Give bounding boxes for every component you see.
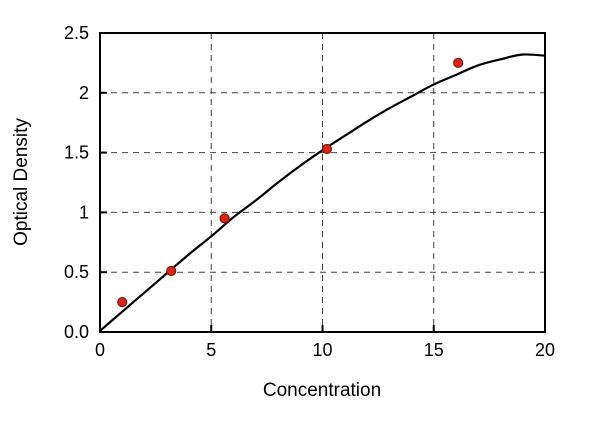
y-axis-title: Optical Density	[11, 118, 32, 246]
x-axis-title: Concentration	[263, 380, 381, 401]
data-points	[117, 57, 464, 308]
x-tick-label: 0	[95, 340, 105, 360]
x-tick-label: 15	[424, 340, 444, 360]
y-tick-label: 0.0	[64, 322, 89, 342]
data-point	[219, 213, 230, 224]
axis-ticks	[99, 32, 546, 333]
x-tick-label: 10	[312, 340, 332, 360]
x-tick-label: 5	[206, 340, 216, 360]
data-point	[453, 57, 464, 69]
data-point	[117, 297, 128, 308]
y-tick-label: 2.5	[64, 23, 89, 43]
y-tick-label: 0.5	[64, 262, 89, 282]
y-tick-label: 2	[79, 83, 89, 103]
data-point	[321, 143, 333, 155]
tick-labels: 0 5 10 15 20 0.0 0.5 1 1.5 2 2.5	[64, 23, 555, 360]
data-point	[166, 265, 177, 277]
x-tick-label: 20	[535, 340, 555, 360]
gridlines	[100, 33, 545, 332]
y-tick-label: 1	[79, 202, 89, 222]
y-tick-label: 1.5	[64, 143, 89, 163]
